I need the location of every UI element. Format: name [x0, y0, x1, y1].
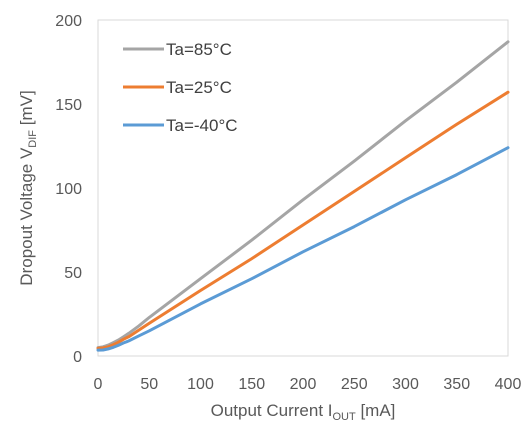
y-tick-label: 150 — [55, 97, 82, 114]
x-axis-title-subscript: OUT — [332, 411, 356, 423]
y-axis-title-main: Dropout Voltage V — [17, 147, 36, 286]
x-axis-title-unit: [mA] — [356, 401, 396, 420]
x-tick-label: 400 — [495, 376, 522, 393]
x-tick-label: 350 — [443, 376, 470, 393]
legend-label-2: Ta=25°C — [166, 78, 232, 97]
x-axis-ticks: 0 50 100 150 200 250 300 350 400 — [94, 376, 522, 393]
legend-label-1: Ta=85°C — [166, 40, 232, 59]
y-axis-title: Dropout Voltage VDIF [mV] — [17, 90, 39, 285]
x-tick-label: 200 — [290, 376, 317, 393]
x-axis-title-main: Output Current I — [211, 401, 333, 420]
y-axis-ticks: 0 50 100 150 200 — [55, 13, 82, 366]
legend-label-3: Ta=-40°C — [166, 116, 238, 135]
y-axis-title-subscript: DIF — [27, 130, 39, 148]
y-tick-label: 0 — [73, 349, 82, 366]
series-layer — [96, 40, 510, 352]
series-line-2 — [96, 90, 510, 350]
x-tick-label: 100 — [187, 376, 214, 393]
x-tick-label: 50 — [140, 376, 158, 393]
y-axis-title-unit: [mV] — [17, 90, 36, 130]
y-tick-label: 200 — [55, 13, 82, 30]
plot-area — [97, 19, 509, 357]
x-tick-label: 150 — [238, 376, 265, 393]
x-tick-label: 0 — [94, 376, 103, 393]
series-line-3 — [96, 146, 510, 352]
x-tick-label: 300 — [392, 376, 419, 393]
x-tick-label: 250 — [341, 376, 368, 393]
series-line-1 — [96, 40, 510, 350]
y-tick-label: 50 — [64, 265, 82, 282]
x-axis-title: Output Current IOUT [mA] — [211, 401, 396, 423]
plot-area-border — [97, 19, 509, 357]
y-tick-label: 100 — [55, 181, 82, 198]
legend: Ta=85°C Ta=25°C Ta=-40°C — [123, 40, 238, 135]
